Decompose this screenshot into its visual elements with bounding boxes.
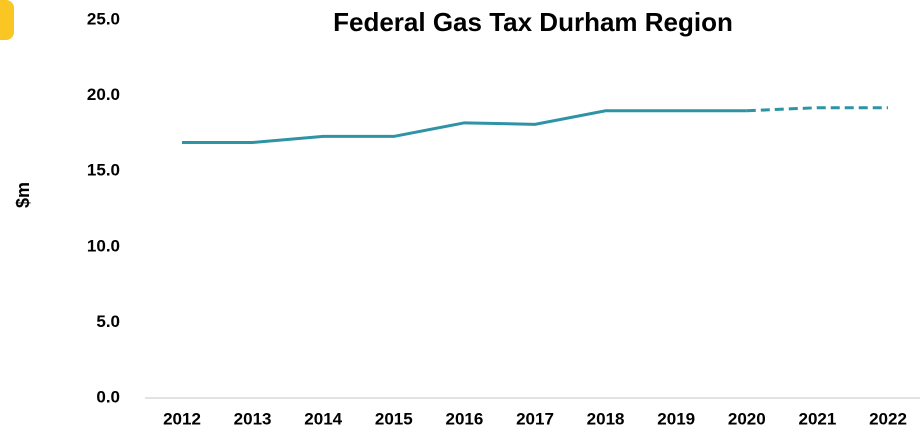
y-tick-label: 20.0 [87,85,120,104]
x-tick-label: 2022 [869,409,907,428]
x-tick-label: 2014 [304,409,342,428]
y-tick-label: 5.0 [96,312,120,331]
x-tick-label: 2017 [516,409,554,428]
x-tick-label: 2015 [375,409,413,428]
x-tick-label: 2020 [728,409,766,428]
x-tick-label: 2016 [445,409,483,428]
line [182,109,747,144]
x-tick-label: 2012 [163,409,201,428]
y-axis-label: $m [13,182,33,208]
x-tick-label: 2018 [587,409,625,428]
x-tick-label: 2019 [657,409,695,428]
x-tick-label: 2013 [234,409,272,428]
chart-title: Federal Gas Tax Durham Region [333,7,733,37]
y-tick-label: 0.0 [96,387,120,406]
x-tick-label: 2021 [798,409,836,428]
line [746,106,888,113]
y-tick-label: 25.0 [87,9,120,28]
decoration [0,0,14,40]
y-tick-label: 10.0 [87,236,120,255]
y-tick-label: 15.0 [87,161,120,180]
